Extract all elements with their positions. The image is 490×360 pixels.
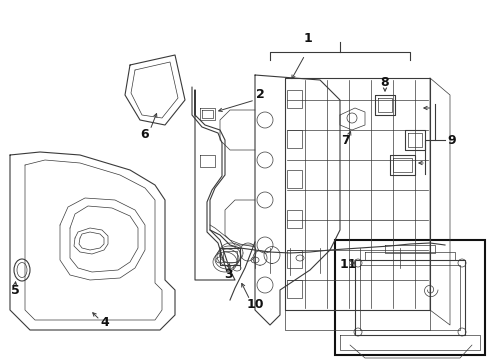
Text: 8: 8 (381, 76, 390, 89)
Text: 4: 4 (100, 315, 109, 328)
Text: 9: 9 (448, 134, 456, 147)
Bar (287, 170, 302, 188)
Bar (287, 280, 302, 298)
Text: 2: 2 (256, 89, 265, 102)
Text: 3: 3 (224, 269, 232, 282)
Bar (287, 250, 302, 268)
Text: 5: 5 (11, 284, 20, 297)
Text: 7: 7 (341, 134, 349, 147)
Text: 10: 10 (246, 298, 264, 311)
Bar (287, 210, 302, 228)
Bar (335, 240, 485, 355)
Bar (360, 265, 460, 330)
Bar (287, 130, 302, 148)
Bar (287, 90, 302, 108)
Text: 1: 1 (304, 31, 313, 45)
Text: 11: 11 (339, 258, 357, 271)
Text: 6: 6 (141, 129, 149, 141)
Bar (355, 260, 465, 335)
